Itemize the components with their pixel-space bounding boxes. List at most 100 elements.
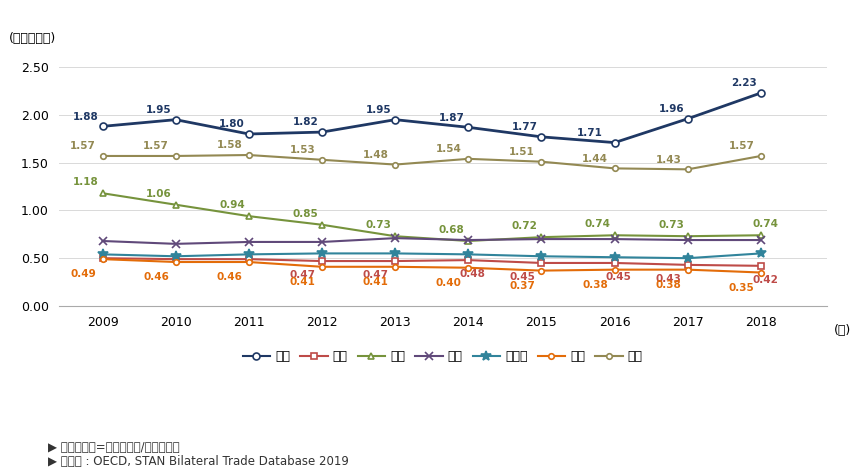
독일: [610, 236, 620, 242]
한국: [317, 129, 327, 135]
Line: 독일: 독일: [99, 234, 766, 248]
한국: [610, 140, 620, 145]
Legend: 한국, 미국, 일본, 독일, 프랑스, 영국, 중국: 한국, 미국, 일본, 독일, 프랑스, 영국, 중국: [237, 345, 648, 368]
Line: 미국: 미국: [100, 255, 764, 269]
한국: [463, 125, 474, 130]
미국: [463, 257, 474, 263]
Text: 1.54: 1.54: [436, 144, 462, 154]
Text: 1.51: 1.51: [509, 147, 535, 157]
중국: [536, 159, 546, 164]
Text: 1.57: 1.57: [70, 141, 96, 151]
Text: 0.37: 0.37: [509, 281, 535, 291]
미국: [171, 256, 181, 262]
프랑스: [682, 255, 693, 261]
중국: [97, 153, 107, 159]
독일: [756, 237, 766, 243]
Text: 0.72: 0.72: [512, 221, 538, 231]
미국: [756, 263, 766, 269]
일본: [97, 191, 107, 196]
Text: ▶ 무역수지비=무역수출액/무역수입액: ▶ 무역수지비=무역수출액/무역수입액: [48, 441, 179, 454]
일본: [317, 222, 327, 227]
Text: 2.23: 2.23: [732, 78, 757, 88]
한국: [536, 134, 546, 140]
독일: [390, 235, 400, 241]
Text: 0.35: 0.35: [728, 283, 754, 293]
Text: 1.87: 1.87: [439, 113, 464, 123]
Text: 1.77: 1.77: [512, 122, 538, 132]
일본: [390, 234, 400, 239]
Text: 0.74: 0.74: [585, 219, 611, 229]
독일: [97, 238, 107, 244]
일본: [610, 233, 620, 238]
Text: ▶ 자료원 : OECD, STAN Bilateral Trade Database 2019: ▶ 자료원 : OECD, STAN Bilateral Trade Datab…: [48, 455, 348, 467]
프랑스: [463, 252, 474, 257]
중국: [390, 162, 400, 167]
중국: [463, 156, 474, 162]
영국: [243, 259, 254, 265]
Text: 0.94: 0.94: [219, 200, 245, 210]
Text: 0.41: 0.41: [363, 277, 389, 287]
미국: [317, 258, 327, 264]
한국: [390, 117, 400, 122]
한국: [171, 117, 181, 122]
영국: [171, 259, 181, 265]
프랑스: [756, 251, 766, 256]
일본: [682, 234, 693, 239]
Text: 0.47: 0.47: [289, 270, 315, 280]
영국: [390, 264, 400, 269]
Text: 0.85: 0.85: [293, 209, 318, 219]
영국: [756, 270, 766, 276]
Text: 0.40: 0.40: [436, 278, 462, 288]
Text: 1.88: 1.88: [73, 112, 99, 121]
Text: 0.45: 0.45: [509, 272, 535, 282]
Text: 1.82: 1.82: [293, 117, 318, 127]
미국: [243, 256, 254, 262]
영국: [463, 265, 474, 270]
Text: 0.46: 0.46: [216, 272, 242, 282]
중국: [610, 166, 620, 171]
Text: 0.38: 0.38: [582, 280, 608, 290]
일본: [463, 238, 474, 244]
프랑스: [390, 251, 400, 256]
미국: [536, 260, 546, 266]
프랑스: [171, 254, 181, 259]
일본: [171, 202, 181, 207]
Text: 1.18: 1.18: [73, 177, 99, 187]
독일: [682, 237, 693, 243]
일본: [243, 213, 254, 219]
Text: 0.47: 0.47: [363, 270, 389, 280]
Line: 프랑스: 프랑스: [98, 248, 766, 263]
한국: [243, 131, 254, 137]
중국: [243, 152, 254, 158]
Text: 0.43: 0.43: [656, 274, 682, 284]
Text: 1.58: 1.58: [216, 140, 242, 150]
Text: 0.41: 0.41: [289, 277, 315, 287]
한국: [97, 124, 107, 129]
Text: (무역수지비): (무역수지비): [9, 32, 56, 45]
Text: 0.42: 0.42: [753, 275, 778, 285]
영국: [536, 268, 546, 273]
Text: 1.06: 1.06: [146, 189, 171, 198]
Line: 일본: 일본: [99, 190, 765, 244]
Text: 0.68: 0.68: [439, 225, 464, 235]
프랑스: [317, 251, 327, 256]
일본: [756, 233, 766, 238]
프랑스: [610, 255, 620, 260]
한국: [756, 90, 766, 96]
영국: [97, 256, 107, 262]
Text: 1.80: 1.80: [219, 119, 245, 129]
영국: [610, 267, 620, 272]
Text: 0.74: 0.74: [753, 219, 779, 229]
Text: 0.45: 0.45: [606, 272, 631, 282]
미국: [97, 255, 107, 261]
프랑스: [536, 254, 546, 259]
중국: [682, 167, 693, 172]
Text: 1.57: 1.57: [143, 141, 169, 151]
독일: [317, 239, 327, 245]
Text: 0.49: 0.49: [70, 269, 96, 279]
Text: 1.96: 1.96: [658, 104, 684, 114]
Line: 중국: 중국: [100, 152, 764, 172]
프랑스: [97, 252, 107, 257]
Text: 0.73: 0.73: [365, 220, 391, 230]
Text: 1.95: 1.95: [365, 105, 391, 115]
